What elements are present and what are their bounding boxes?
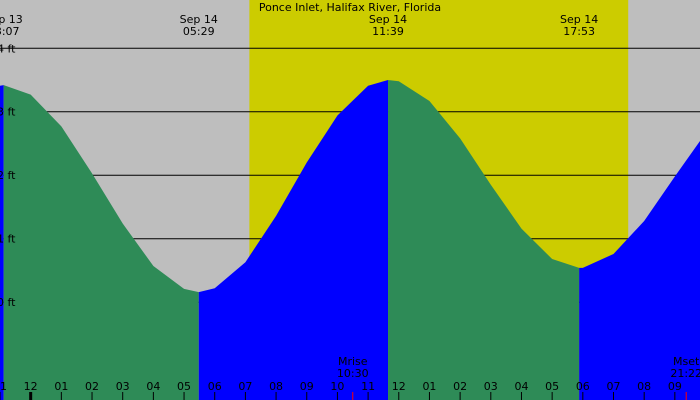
tide-area <box>0 85 4 400</box>
tide-area <box>198 80 389 400</box>
x-tick-label: 07 <box>238 380 252 393</box>
x-tick-label: 08 <box>637 380 651 393</box>
x-tick-label: 04 <box>514 380 528 393</box>
x-tick-label: 09 <box>300 380 314 393</box>
event-date: Sep 14 <box>180 13 218 26</box>
event-date: Sep 13 <box>0 13 23 26</box>
x-tick-label: 10 <box>330 380 344 393</box>
event-date: Sep 14 <box>369 13 407 26</box>
x-tick-label: 06 <box>208 380 222 393</box>
tide-area <box>579 140 700 400</box>
moon-time: 10:30 <box>337 367 369 380</box>
y-tick-label: 4 ft <box>0 42 16 55</box>
chart-title: Ponce Inlet, Halifax River, Florida <box>259 1 441 14</box>
x-tick-label: 03 <box>484 380 498 393</box>
moon-label: Mrise <box>338 355 368 368</box>
x-tick-label: 08 <box>269 380 283 393</box>
x-tick-label: 01 <box>54 380 68 393</box>
x-tick-label: 04 <box>146 380 160 393</box>
event-time: 11:39 <box>372 25 404 38</box>
tide-area <box>3 85 199 400</box>
event-time: 23:07 <box>0 25 20 38</box>
event-time: 05:29 <box>183 25 215 38</box>
event-time: 17:53 <box>563 25 595 38</box>
x-tick-label: 02 <box>453 380 467 393</box>
x-tick-label: 02 <box>85 380 99 393</box>
x-tick-label: 03 <box>116 380 130 393</box>
x-tick-label: 07 <box>606 380 620 393</box>
event-date: Sep 14 <box>560 13 598 26</box>
x-tick-label: 09 <box>668 380 682 393</box>
x-tick-label: 05 <box>545 380 559 393</box>
x-tick-label: 11 <box>0 380 7 393</box>
tide-area <box>388 80 580 400</box>
y-tick-label: 3 ft <box>0 106 16 119</box>
x-tick-label: 01 <box>422 380 436 393</box>
y-tick-label: 1 ft <box>0 233 16 246</box>
y-tick-label: 2 ft <box>0 169 16 182</box>
x-tick-label: 11 <box>361 380 375 393</box>
x-tick-label: 12 <box>392 380 406 393</box>
y-tick-label: 0 ft <box>0 296 16 309</box>
x-tick-label: 06 <box>576 380 590 393</box>
moon-label: Mset <box>673 355 700 368</box>
moon-time: 21:22 <box>670 367 700 380</box>
x-tick-label: 05 <box>177 380 191 393</box>
x-tick-label: 12 <box>24 380 38 393</box>
